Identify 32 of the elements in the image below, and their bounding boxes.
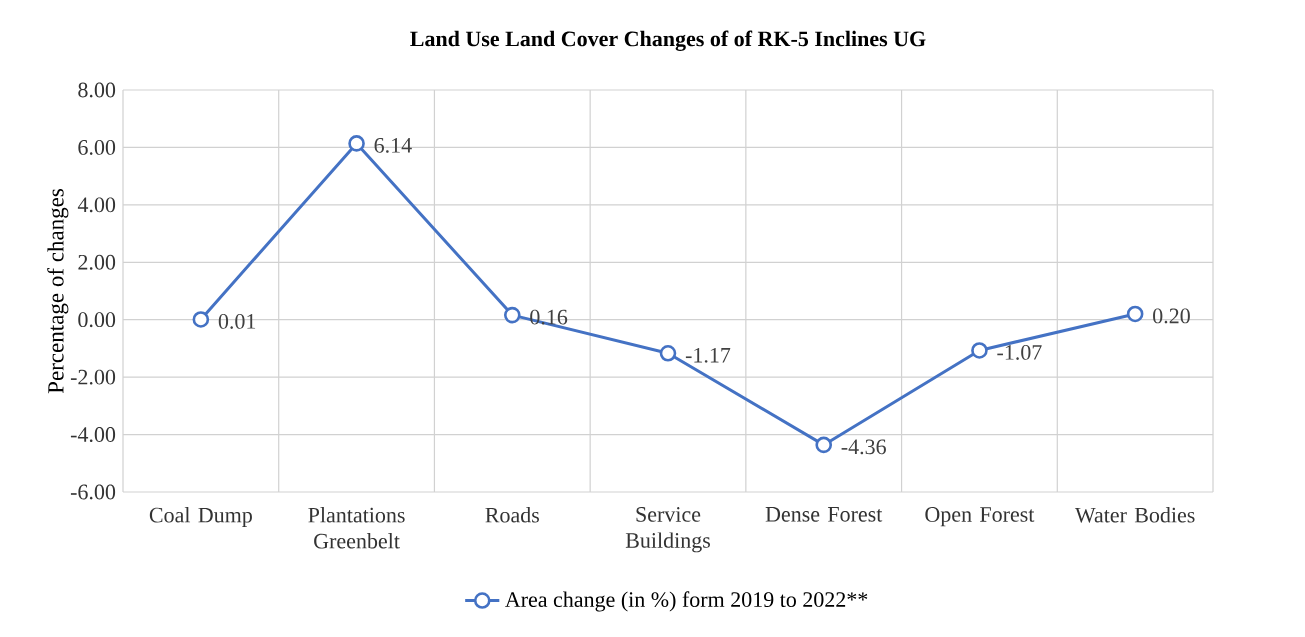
data-label: 0.16 bbox=[530, 309, 568, 325]
y-tick-label: 6.00 bbox=[78, 139, 116, 155]
data-label: -4.36 bbox=[841, 439, 886, 455]
point bbox=[815, 436, 833, 454]
point bbox=[971, 342, 988, 359]
x-tick-label: Roads bbox=[485, 507, 539, 523]
point bbox=[192, 311, 210, 328]
x-tick-label: Open Forest bbox=[925, 507, 1035, 527]
x-tick-label: Plantations Greenbelt bbox=[308, 507, 405, 549]
y-tick-label: 2.00 bbox=[78, 254, 116, 270]
data-label: 0.01 bbox=[218, 313, 256, 329]
y-tick-label: 8.00 bbox=[78, 82, 116, 98]
y-tick-label: -6.00 bbox=[70, 484, 116, 500]
y-tick-label: 4.00 bbox=[77, 197, 116, 213]
point bbox=[348, 135, 365, 152]
chart-title: Land Use Land Cover Changes of of RK-5 Inclines UG bbox=[410, 30, 926, 51]
point bbox=[503, 306, 521, 324]
y-axis-title: Percentage of changes bbox=[47, 188, 69, 394]
data-label: 6.14 bbox=[374, 137, 412, 153]
data-label: -1.07 bbox=[997, 344, 1042, 360]
data-label: -1.17 bbox=[685, 347, 731, 363]
y-tick-label: 0.00 bbox=[78, 312, 116, 328]
point bbox=[1126, 305, 1144, 323]
x-tick-label: Service Buildings bbox=[625, 507, 710, 553]
point bbox=[659, 345, 677, 362]
y-tick-label: -2.00 bbox=[70, 369, 116, 385]
x-tick-label: Coal Dump bbox=[149, 507, 252, 528]
y-tick-label: -4.00 bbox=[70, 427, 116, 443]
data-label: 0.20 bbox=[1153, 308, 1190, 324]
legend-label: Area change (in %) form 2019 to 2022** bbox=[505, 591, 868, 612]
x-tick-label: Dense Forest bbox=[765, 507, 883, 522]
x-tick-label: Water Bodies bbox=[1074, 507, 1195, 523]
